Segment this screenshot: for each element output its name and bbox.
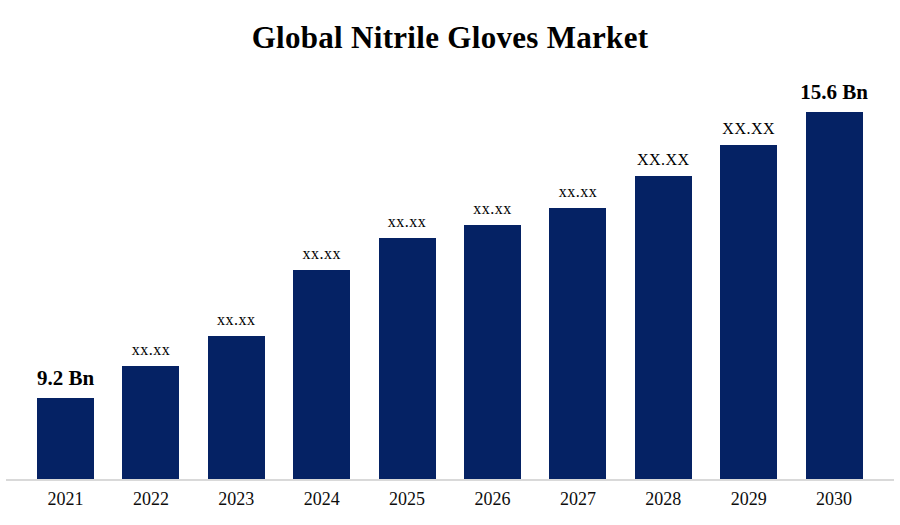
- bar-2027: [549, 208, 606, 479]
- bar-2023: [208, 336, 265, 479]
- x-axis-tick-label-2025: 2025: [362, 489, 452, 510]
- bar-value-label-2030: 15.6 Bn: [769, 80, 899, 105]
- bar-2026: [464, 225, 521, 479]
- bar-2022: [122, 366, 179, 479]
- x-axis-tick-label-2030: 2030: [789, 489, 879, 510]
- x-axis-tick-label-2023: 2023: [191, 489, 281, 510]
- x-axis-line: [6, 479, 894, 481]
- x-axis-tick-label-2022: 2022: [106, 489, 196, 510]
- bar-2021: [37, 398, 94, 479]
- bar-2029: [720, 145, 777, 479]
- x-axis-tick-label-2029: 2029: [704, 489, 794, 510]
- x-axis-tick-label-2026: 2026: [448, 489, 538, 510]
- x-axis-tick-label-2021: 2021: [21, 489, 111, 510]
- plot-area: 9.2 Bn 2021 xx.xx 2022 xx.xx 2023 xx.xx 2024 xx.…: [0, 0, 900, 525]
- bar-value-label-2024: xx.xx: [257, 245, 387, 263]
- bar-2028: [635, 176, 692, 479]
- bar-value-label-2026: xx.xx: [428, 200, 558, 218]
- bar-value-label-2022: xx.xx: [86, 341, 216, 359]
- bar-value-label-2023: xx.xx: [171, 311, 301, 329]
- chart-container: Global Nitrile Gloves Market 9.2 Bn2021x…: [0, 0, 900, 525]
- bar-2030: [806, 112, 863, 479]
- x-axis-tick-label-2028: 2028: [618, 489, 708, 510]
- bar-value-label-2029: XX.XX: [684, 120, 814, 138]
- bar-value-label-2028: XX.XX: [598, 151, 728, 169]
- bar-2025: [379, 238, 436, 479]
- bar-2024: [293, 270, 350, 479]
- bar-value-label-2021: 9.2 Bn: [1, 366, 131, 391]
- x-axis-tick-label-2027: 2027: [533, 489, 623, 510]
- bar-value-label-2027: xx.xx: [513, 183, 643, 201]
- x-axis-tick-label-2024: 2024: [277, 489, 367, 510]
